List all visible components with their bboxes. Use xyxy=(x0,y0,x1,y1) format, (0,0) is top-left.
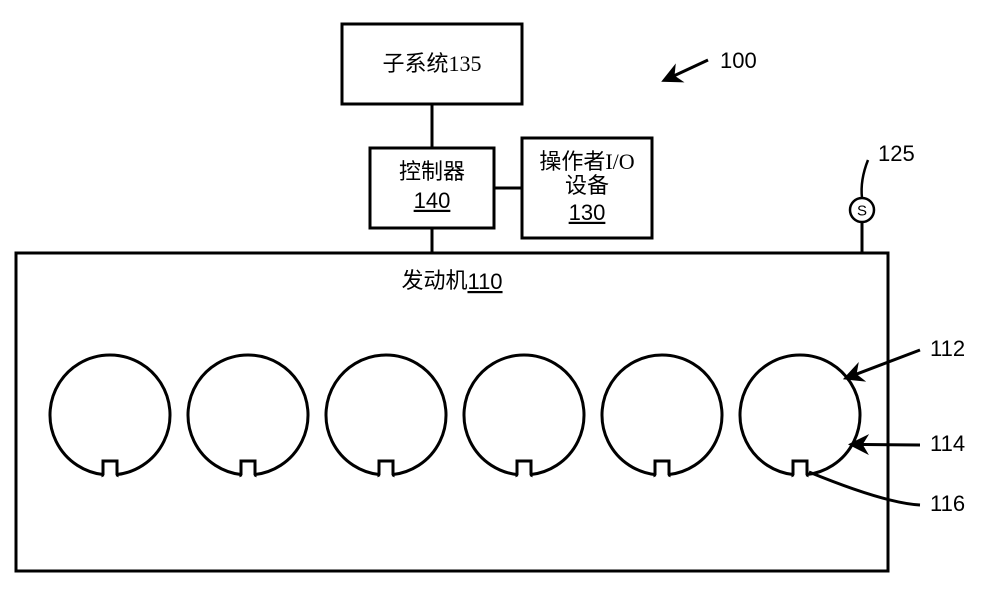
cylinder-6 xyxy=(740,355,860,475)
engine-box xyxy=(16,253,888,571)
cylinder-4 xyxy=(464,355,584,475)
cylinder-2 xyxy=(188,355,308,475)
callout-116: 116 xyxy=(930,491,965,516)
controller-ref: 140 xyxy=(414,188,451,213)
subsystem-label: 子系统135 xyxy=(382,51,481,76)
operator-io-label-2: 设备 xyxy=(565,173,609,198)
callout-116-lead xyxy=(809,472,920,505)
callout-112-arrow xyxy=(847,350,920,378)
callout-125: 125 xyxy=(878,141,915,166)
controller-label: 控制器 xyxy=(399,159,465,184)
cylinder-probe-5 xyxy=(655,461,669,475)
callout-125-lead xyxy=(862,160,868,198)
cylinder-probe-6 xyxy=(793,461,807,475)
callout-114-arrow xyxy=(852,444,920,445)
engine-label: 发动机110 xyxy=(401,268,502,294)
callout-100: 100 xyxy=(720,48,757,73)
cylinder-5 xyxy=(602,355,722,475)
engine-system-diagram: 子系统135 控制器 140 操作者I/O设备130 发动机110 S 100 125 112 1… xyxy=(0,0,1000,593)
callout-112: 112 xyxy=(930,336,965,361)
operator-io-label-1: 操作者I/O xyxy=(539,149,634,174)
callout-100-arrow xyxy=(665,60,708,80)
sensor-s-label: S xyxy=(857,203,867,220)
cylinder-probe-3 xyxy=(379,461,393,475)
cylinder-probe-4 xyxy=(517,461,531,475)
cylinder-probe-1 xyxy=(103,461,117,475)
cylinder-probe-2 xyxy=(241,461,255,475)
cylinder-3 xyxy=(326,355,446,475)
cylinder-1 xyxy=(50,355,170,475)
operator-io-ref: 130 xyxy=(569,200,606,225)
callout-114: 114 xyxy=(930,431,965,456)
